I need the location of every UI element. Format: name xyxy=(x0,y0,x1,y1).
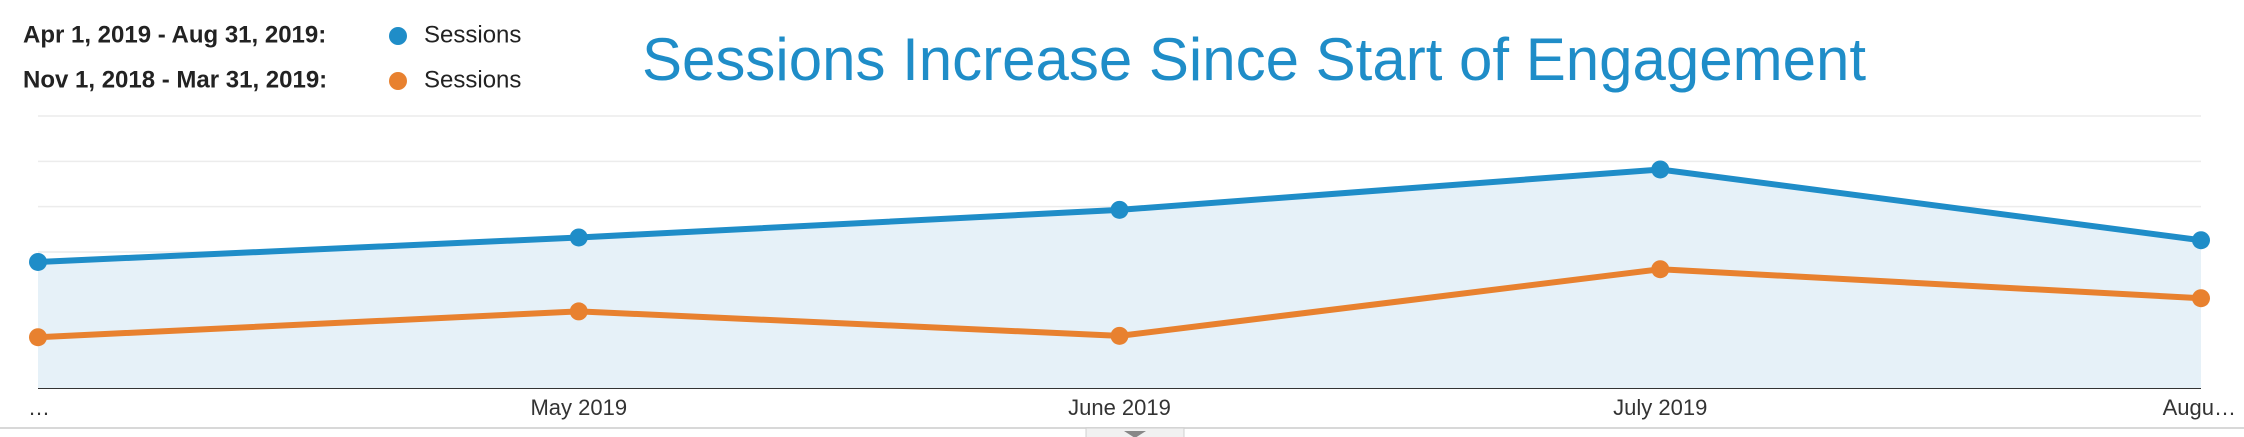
data-point xyxy=(2192,231,2210,250)
data-point xyxy=(1110,326,1129,345)
data-point xyxy=(569,302,588,321)
legend-period: Apr 1, 2019 - Aug 31, 2019: xyxy=(23,21,326,48)
data-point xyxy=(2192,289,2210,308)
x-tick-label: … xyxy=(28,395,50,420)
data-point xyxy=(1651,160,1670,179)
data-point xyxy=(1651,260,1670,279)
x-tick-label: July 2019 xyxy=(1613,395,1707,420)
legend-swatch xyxy=(389,27,407,45)
legend-label: Sessions xyxy=(424,21,521,48)
x-tick-label: Augu… xyxy=(2163,395,2236,420)
legend-label: Sessions xyxy=(424,66,521,93)
x-tick-label: May 2019 xyxy=(530,395,627,420)
chart-title: Sessions Increase Since Start of Engagem… xyxy=(642,26,1866,93)
data-point xyxy=(29,252,47,271)
data-point xyxy=(1110,200,1129,219)
legend-period: Nov 1, 2018 - Mar 31, 2019: xyxy=(23,66,327,93)
series-area xyxy=(38,169,2201,388)
expand-arrow xyxy=(1124,431,1146,437)
x-tick-label: June 2019 xyxy=(1068,395,1171,420)
legend-swatch xyxy=(389,72,407,90)
data-point xyxy=(569,228,588,247)
data-point xyxy=(29,328,47,347)
footer xyxy=(0,427,2244,437)
